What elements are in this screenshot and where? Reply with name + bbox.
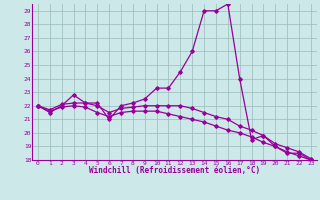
X-axis label: Windchill (Refroidissement éolien,°C): Windchill (Refroidissement éolien,°C) (89, 166, 260, 175)
